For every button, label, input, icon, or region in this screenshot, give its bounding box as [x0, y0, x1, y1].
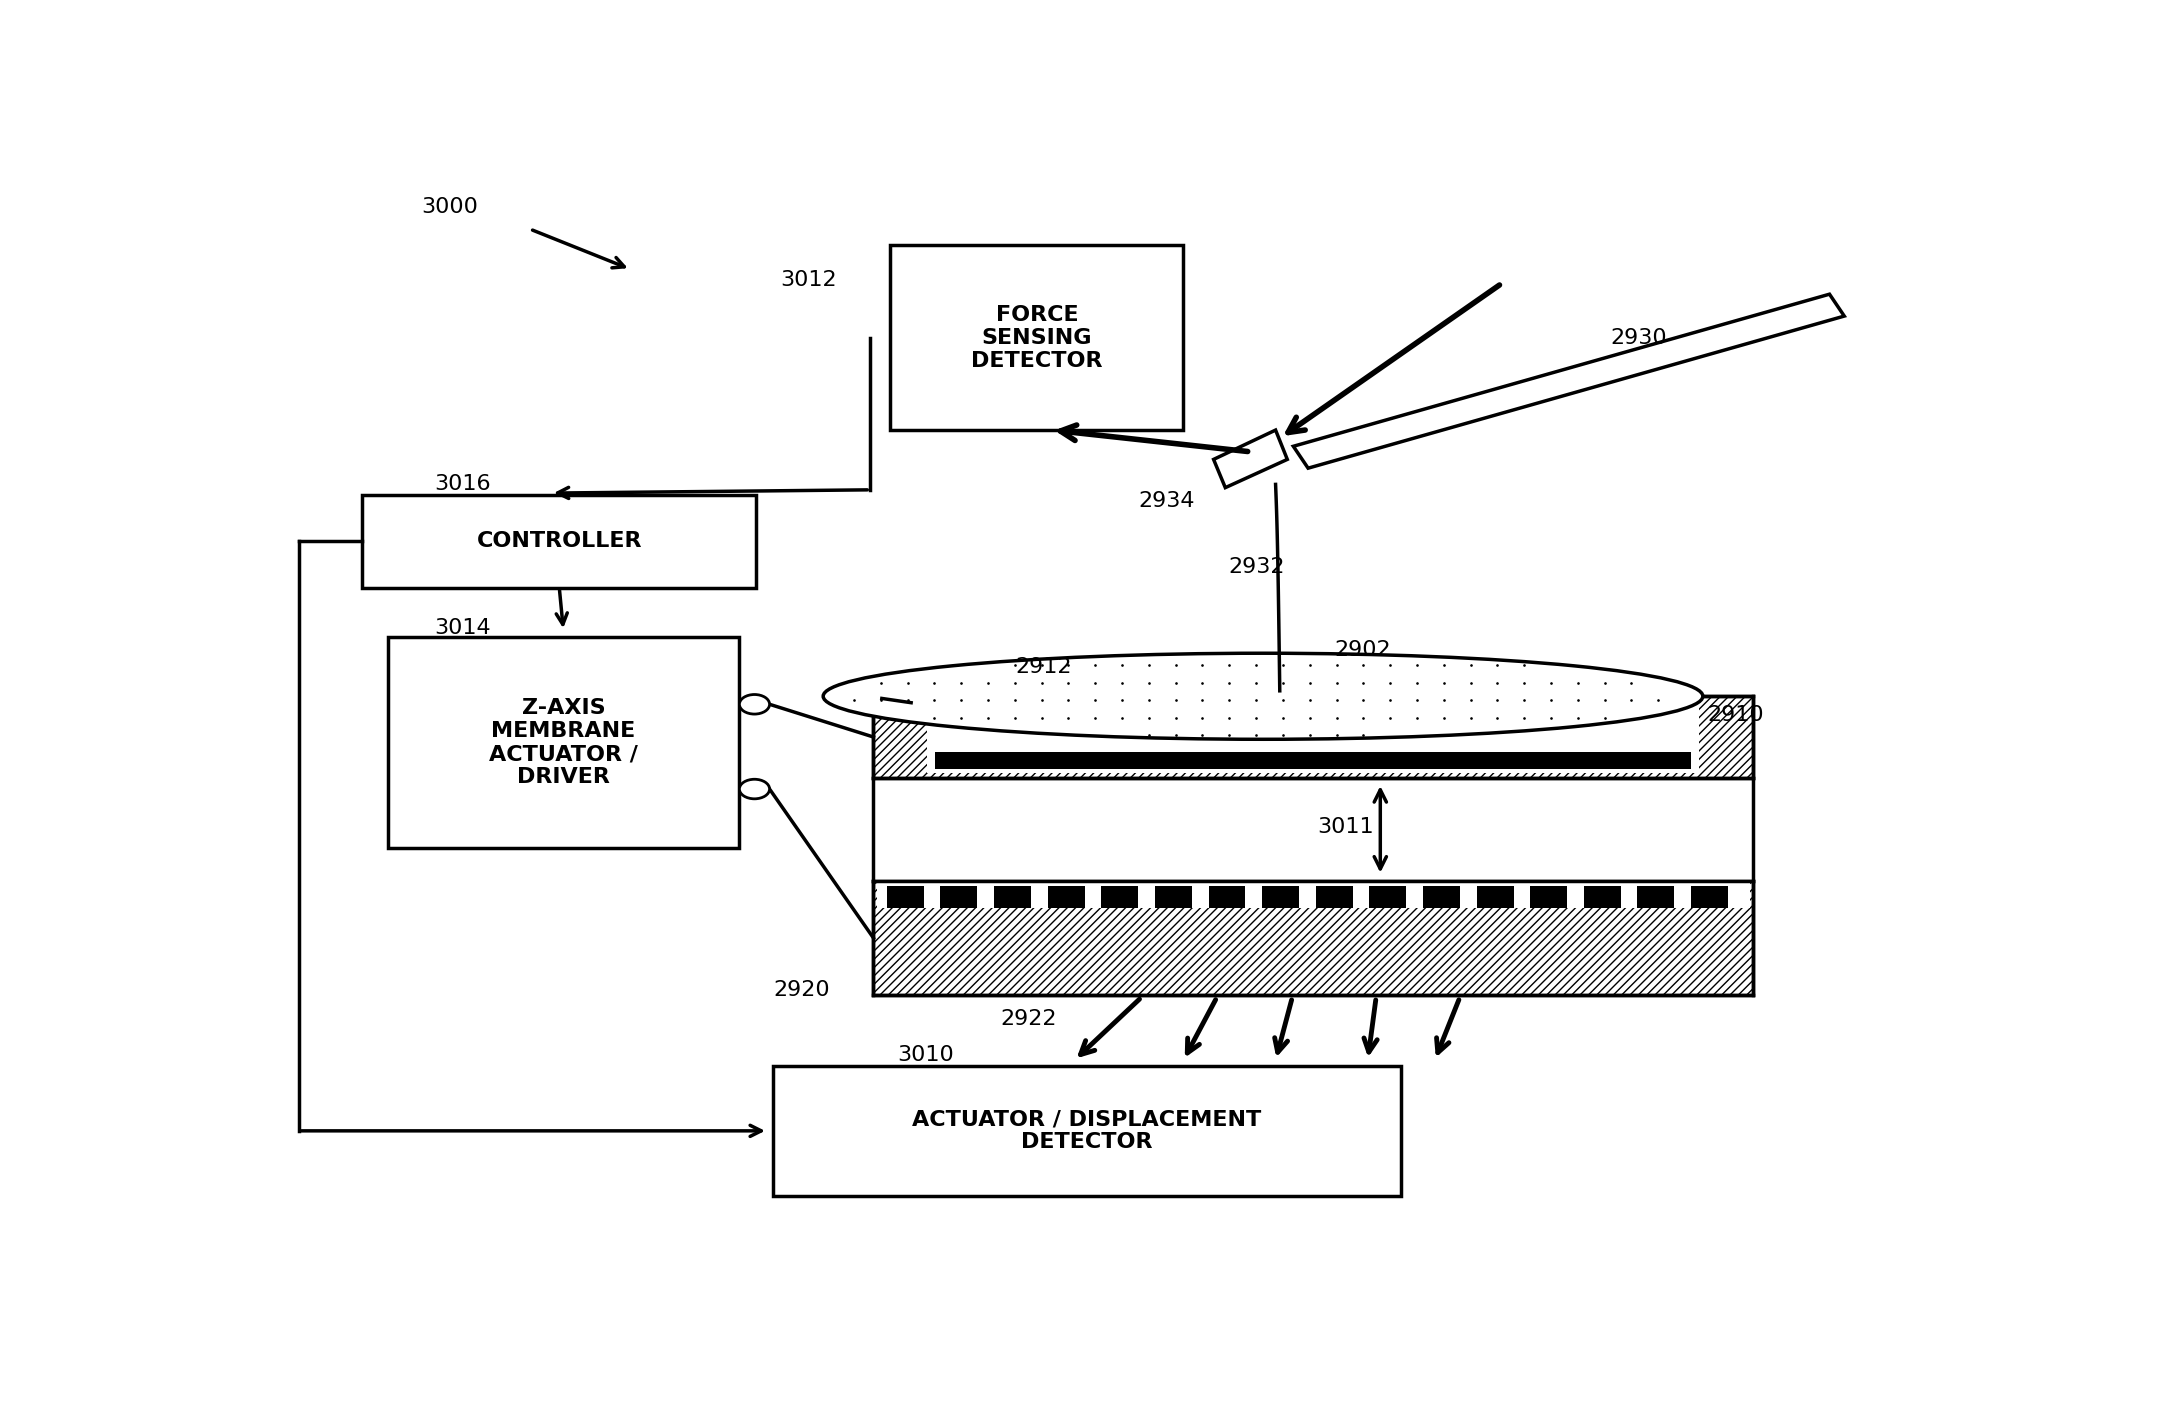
Bar	[1100, 886, 1137, 909]
Text: 2922: 2922	[1001, 1009, 1057, 1029]
Text: 3010: 3010	[897, 1044, 953, 1065]
Text: 2902: 2902	[1334, 639, 1390, 659]
Bar	[873, 696, 1753, 777]
Bar	[1585, 886, 1622, 909]
Bar	[1531, 886, 1567, 909]
Bar	[940, 886, 977, 909]
Text: 2930: 2930	[1611, 327, 1667, 347]
Text: 2932: 2932	[1228, 557, 1284, 577]
Circle shape	[739, 779, 770, 799]
Text: 2920: 2920	[774, 979, 830, 999]
Ellipse shape	[824, 653, 1704, 739]
Text: Z-AXIS
MEMBRANE
ACTUATOR /
DRIVER: Z-AXIS MEMBRANE ACTUATOR / DRIVER	[489, 697, 638, 787]
Bar	[878, 883, 1749, 909]
Bar	[873, 880, 1753, 995]
Bar	[886, 886, 923, 909]
Bar	[387, 636, 739, 848]
Bar	[936, 752, 1691, 769]
Text: 2934: 2934	[1137, 491, 1196, 511]
Bar	[927, 701, 1699, 773]
Text: 3000: 3000	[422, 198, 478, 217]
Text: 3012: 3012	[780, 270, 837, 291]
Bar	[891, 246, 1183, 430]
Text: 2912: 2912	[1016, 658, 1072, 677]
Text: 3014: 3014	[435, 618, 491, 638]
Bar	[1637, 886, 1673, 909]
Circle shape	[739, 694, 770, 714]
Bar	[1317, 886, 1353, 909]
Text: 3011: 3011	[1317, 817, 1375, 837]
Polygon shape	[1293, 293, 1844, 468]
Bar	[1477, 886, 1513, 909]
Polygon shape	[1213, 430, 1286, 488]
Bar	[995, 886, 1031, 909]
Bar	[1263, 886, 1299, 909]
Bar	[1423, 886, 1459, 909]
Text: 3016: 3016	[435, 474, 491, 494]
Bar	[1049, 886, 1085, 909]
Bar	[1691, 886, 1727, 909]
Text: ACTUATOR / DISPLACEMENT
DETECTOR: ACTUATOR / DISPLACEMENT DETECTOR	[912, 1109, 1263, 1153]
Bar	[1369, 886, 1405, 909]
Text: CONTROLLER: CONTROLLER	[476, 532, 642, 552]
Bar	[774, 1065, 1401, 1197]
Bar	[1209, 886, 1245, 909]
Text: 2910: 2910	[1708, 704, 1764, 725]
Text: FORCE
SENSING
DETECTOR: FORCE SENSING DETECTOR	[971, 305, 1103, 371]
Bar	[363, 495, 757, 587]
Bar	[1155, 886, 1191, 909]
